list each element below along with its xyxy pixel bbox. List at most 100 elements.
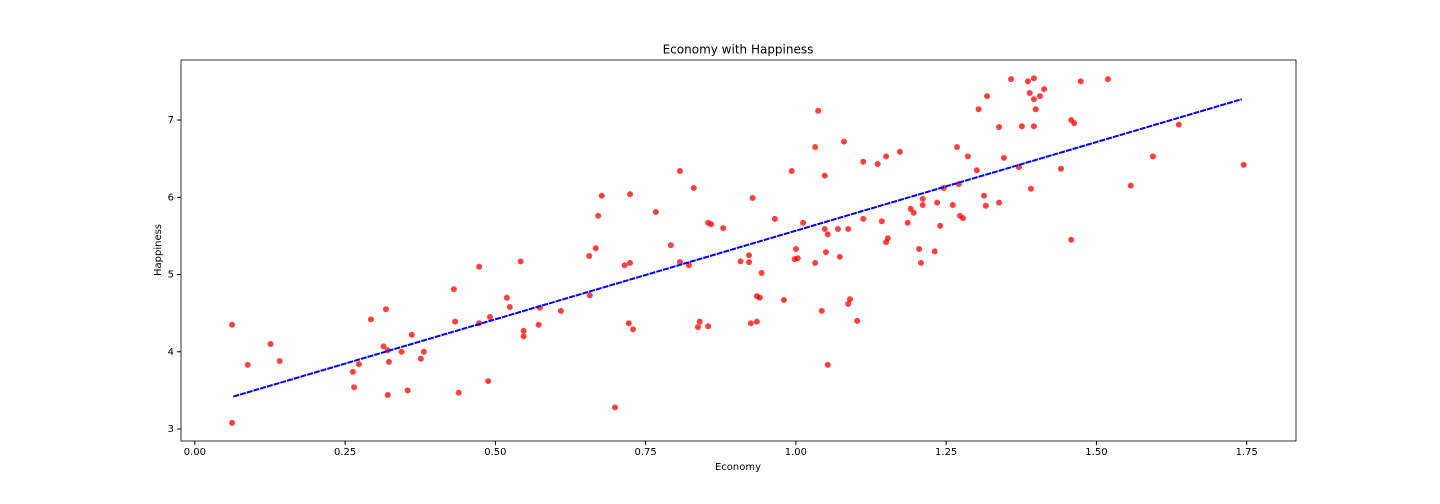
point bbox=[627, 191, 634, 198]
point bbox=[981, 192, 988, 199]
point bbox=[910, 209, 917, 216]
point bbox=[595, 212, 602, 219]
point bbox=[860, 215, 867, 222]
x-axis-label: Economy bbox=[715, 462, 761, 473]
point bbox=[874, 161, 881, 168]
x-tick-label: 1.00 bbox=[785, 447, 807, 458]
point bbox=[598, 192, 605, 199]
point bbox=[931, 248, 938, 255]
point bbox=[737, 258, 744, 265]
point bbox=[821, 225, 828, 232]
point bbox=[630, 326, 637, 333]
point bbox=[919, 201, 926, 208]
point bbox=[815, 107, 822, 114]
point bbox=[964, 153, 971, 160]
point bbox=[486, 314, 493, 321]
point bbox=[685, 262, 692, 269]
point bbox=[420, 348, 427, 355]
point bbox=[800, 219, 807, 226]
point bbox=[794, 255, 801, 262]
point bbox=[746, 259, 753, 266]
point bbox=[267, 341, 274, 348]
x-tick-label: 1.75 bbox=[1236, 447, 1258, 458]
trend-line bbox=[233, 98, 1243, 398]
point bbox=[1000, 154, 1007, 161]
point bbox=[1024, 78, 1031, 85]
point bbox=[382, 306, 389, 313]
point bbox=[625, 320, 632, 327]
point bbox=[229, 419, 236, 426]
point bbox=[1030, 75, 1037, 82]
point bbox=[854, 317, 861, 324]
point bbox=[824, 231, 831, 238]
point bbox=[1104, 76, 1111, 83]
point bbox=[384, 392, 391, 399]
point bbox=[996, 123, 1003, 130]
point bbox=[244, 361, 251, 368]
point bbox=[824, 361, 831, 368]
point bbox=[611, 404, 618, 411]
point bbox=[975, 106, 982, 113]
point bbox=[621, 262, 628, 269]
point bbox=[934, 199, 941, 206]
x-tick-label: 1.50 bbox=[1085, 447, 1107, 458]
point bbox=[860, 158, 867, 165]
point bbox=[749, 195, 756, 202]
point bbox=[476, 263, 483, 270]
point bbox=[667, 242, 674, 249]
point bbox=[408, 331, 415, 338]
point bbox=[771, 215, 778, 222]
point bbox=[792, 246, 799, 253]
point bbox=[845, 225, 852, 232]
point bbox=[1041, 86, 1048, 93]
point bbox=[845, 300, 852, 307]
point bbox=[1077, 78, 1084, 85]
x-tick-label: 1.25 bbox=[935, 447, 957, 458]
point bbox=[919, 195, 926, 202]
point bbox=[1068, 236, 1075, 243]
point bbox=[1127, 182, 1134, 189]
point bbox=[1018, 123, 1025, 130]
point bbox=[821, 172, 828, 179]
point bbox=[652, 208, 659, 215]
point bbox=[884, 235, 891, 242]
point bbox=[276, 358, 283, 365]
point bbox=[756, 294, 763, 301]
point bbox=[592, 245, 599, 252]
point bbox=[517, 258, 524, 265]
point bbox=[557, 307, 564, 314]
point bbox=[904, 219, 911, 226]
point bbox=[982, 202, 989, 209]
point bbox=[355, 361, 362, 368]
point bbox=[450, 286, 457, 293]
point bbox=[917, 259, 924, 266]
point bbox=[788, 168, 795, 175]
point bbox=[520, 333, 527, 340]
point bbox=[746, 252, 753, 259]
point bbox=[690, 185, 697, 192]
point bbox=[984, 93, 991, 100]
x-tick-label: 0.75 bbox=[635, 447, 657, 458]
point bbox=[1149, 153, 1156, 160]
point bbox=[847, 296, 853, 303]
point bbox=[878, 218, 885, 225]
point bbox=[1030, 96, 1037, 103]
point bbox=[953, 144, 960, 151]
point bbox=[937, 222, 944, 229]
point bbox=[1036, 93, 1043, 100]
x-tick-label: 0.50 bbox=[484, 447, 506, 458]
y-axis-label: Happiness bbox=[153, 224, 164, 276]
point bbox=[229, 321, 236, 328]
point bbox=[1071, 120, 1078, 127]
point bbox=[758, 269, 765, 276]
plot-frame bbox=[180, 59, 1297, 442]
point bbox=[834, 225, 841, 232]
point bbox=[586, 292, 593, 299]
point bbox=[404, 387, 411, 394]
point bbox=[960, 215, 967, 222]
point bbox=[503, 294, 510, 301]
point bbox=[1057, 165, 1064, 172]
point bbox=[506, 303, 513, 310]
point bbox=[380, 343, 387, 350]
